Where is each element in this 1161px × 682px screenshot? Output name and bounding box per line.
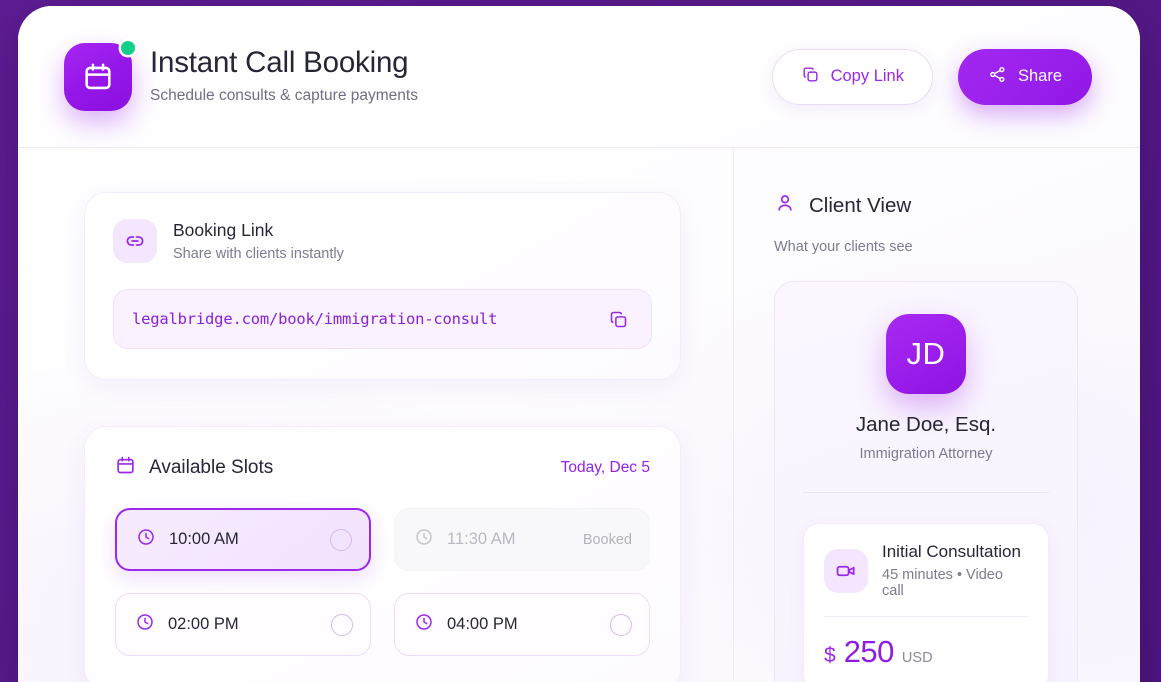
copy-icon[interactable] [605,306,631,332]
booking-link-header: Booking Link Share with clients instantl… [113,219,652,263]
service-row: Initial Consultation 45 minutes • Video … [824,542,1028,599]
client-name: Jane Doe, Esq. [855,413,997,436]
calendar-icon [115,455,136,481]
video-camera-icon [824,548,868,593]
app-header: Instant Call Booking Schedule consults &… [18,6,1140,148]
service-section: Initial Consultation 45 minutes • Video … [803,492,1049,682]
slot-option[interactable]: 04:00 PM [394,593,650,656]
slot-radio[interactable] [331,613,353,636]
slots-date-label[interactable]: Today, Dec 5 [560,459,650,476]
slots-title: Available Slots [149,457,274,478]
status-dot-online [121,40,135,55]
price-currency-symbol: $ [824,644,836,668]
available-slots-card: Available Slots Today, Dec 5 10:00 AM [84,426,681,682]
booking-link-title: Booking Link [173,220,274,240]
share-button-label: Share [1017,67,1062,85]
slot-time: 04:00 PM [447,615,518,633]
slot-radio[interactable] [330,528,352,551]
service-meta: 45 minutes • Video call [882,567,1003,600]
clock-icon [135,612,155,637]
booking-link-subtitle: Share with clients instantly [173,246,344,262]
calendar-icon [64,42,132,111]
clock-icon [414,612,434,637]
avatar: JD [886,314,966,394]
copy-link-button-label: Copy Link [830,67,904,85]
app-icon-wrapper [64,40,135,111]
title-group: Instant Call Booking Schedule consults &… [150,46,418,107]
link-icon [113,219,157,263]
brand-block: Instant Call Booking Schedule consults &… [64,40,418,111]
right-column: Client View What your clients see JD Jan… [733,148,1140,682]
page-subtitle: Schedule consults & capture payments [150,87,418,105]
booking-link-url: legalbridge.com/book/immigration-consult [132,310,498,328]
client-view-note: What your clients see [774,239,913,255]
client-view-title: Client View [809,193,912,217]
slots-header: Available Slots Today, Dec 5 [115,455,650,481]
slot-option: 11:30 AM Booked [394,508,650,571]
share-button[interactable]: Share [957,48,1092,105]
slot-time: 10:00 AM [169,530,239,548]
slot-option[interactable]: 02:00 PM [115,593,371,656]
clock-icon [136,527,156,552]
price-amount: 250 [843,634,895,670]
user-icon [774,192,796,219]
service-texts: Initial Consultation 45 minutes • Video … [882,542,1028,599]
slot-time: 11:30 AM [447,530,516,548]
clock-icon [414,527,434,552]
copy-icon [801,65,820,89]
header-actions: Copy Link Share [771,48,1092,105]
copy-link-button[interactable]: Copy Link [771,48,933,105]
service-card[interactable]: Initial Consultation 45 minutes • Video … [803,523,1049,682]
slots-title-group: Available Slots [115,455,273,481]
page-title: Instant Call Booking [150,45,409,79]
booking-link-field[interactable]: legalbridge.com/book/immigration-consult [113,289,652,349]
booking-link-texts: Booking Link Share with clients instantl… [173,220,344,262]
price-currency-code: USD [901,650,933,667]
service-title: Initial Consultation [882,542,1021,561]
slot-radio[interactable] [610,613,632,636]
slot-status-badge: Booked [582,531,632,548]
client-preview-card: JD Jane Doe, Esq. Immigration Attorney [774,281,1078,682]
client-role: Immigration Attorney [859,446,993,462]
app-panel: Instant Call Booking Schedule consults &… [18,6,1140,682]
slots-grid: 10:00 AM 11:30 AM Booked [115,508,650,656]
price-row: $ 250 USD [824,616,1028,670]
slot-option[interactable]: 10:00 AM [115,508,371,571]
content-area: Booking Link Share with clients instantl… [18,148,1140,682]
share-nodes-icon [988,65,1007,89]
client-view-header: Client View [774,192,1078,219]
slot-time: 02:00 PM [168,615,239,633]
booking-link-card: Booking Link Share with clients instantl… [84,192,681,380]
left-column: Booking Link Share with clients instantl… [18,148,733,682]
